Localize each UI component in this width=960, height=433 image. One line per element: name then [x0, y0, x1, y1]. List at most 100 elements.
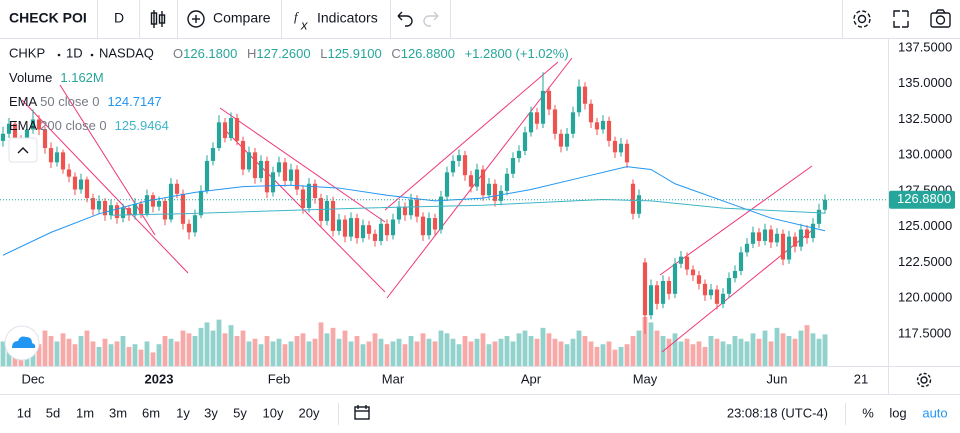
- candle-body: [42, 129, 48, 149]
- candle-body: [6, 123, 12, 134]
- volume-bar: [720, 341, 726, 366]
- volume-bar: [72, 344, 78, 366]
- range-button[interactable]: 6m: [142, 405, 160, 420]
- range-button[interactable]: 1d: [17, 405, 31, 420]
- volume-bar: [402, 344, 408, 366]
- low-value: 125.9100: [327, 46, 381, 61]
- trend-line[interactable]: [384, 61, 559, 211]
- top-toolbar: [0, 0, 960, 38]
- x-tick-label: Dec: [21, 371, 45, 386]
- candle-body: [816, 209, 822, 224]
- range-button[interactable]: 20y: [299, 405, 320, 420]
- candle-body: [588, 103, 594, 123]
- volume-bar: [726, 344, 732, 366]
- interval-button[interactable]: D: [114, 10, 124, 26]
- indicators-icon[interactable]: f: [294, 9, 300, 24]
- candle-body: [156, 200, 162, 207]
- volume-bar: [222, 333, 228, 366]
- volume-bar: [318, 322, 324, 366]
- axis-settings-icon[interactable]: [916, 372, 932, 388]
- auto-toggle[interactable]: auto: [922, 405, 947, 420]
- candle-body: [486, 183, 492, 196]
- volume-bar: [426, 338, 432, 366]
- candle-body: [138, 203, 144, 214]
- date-range-icon[interactable]: [354, 405, 370, 420]
- trend-line[interactable]: [661, 227, 816, 353]
- change-value: +1.2800 (+1.02%): [465, 46, 569, 61]
- range-button[interactable]: 1y: [176, 405, 190, 420]
- clock: 23:08:18 (UTC-4): [727, 405, 828, 420]
- ema-name: EMA: [9, 94, 38, 109]
- range-button[interactable]: 5d: [46, 405, 60, 420]
- candle-body: [474, 169, 480, 187]
- volume-bar: [510, 341, 516, 366]
- candle-body: [510, 158, 516, 174]
- y-tick-label: 130.0000: [898, 147, 952, 162]
- candle-body: [612, 140, 618, 153]
- last-price-label: 126.8800: [897, 191, 951, 206]
- log-toggle[interactable]: log: [889, 405, 906, 420]
- candle-body: [690, 269, 696, 276]
- candle-body: [84, 179, 90, 199]
- candle-body: [342, 219, 348, 237]
- logo[interactable]: [4, 325, 40, 361]
- volume-bar: [90, 341, 96, 366]
- candle-body: [150, 195, 156, 207]
- volume-bar: [684, 338, 690, 366]
- range-button[interactable]: 5y: [233, 405, 247, 420]
- candle-body: [390, 219, 396, 236]
- volume-bar: [516, 333, 522, 366]
- symbol-search[interactable]: CHECK POI: [9, 10, 87, 26]
- collapse-legend-button[interactable]: [8, 137, 38, 163]
- volume-bar: [534, 338, 540, 366]
- candle-body: [36, 119, 42, 130]
- volume-bar: [228, 325, 234, 366]
- compare-button[interactable]: Compare: [213, 10, 271, 26]
- range-button[interactable]: 10y: [263, 405, 284, 420]
- volume-bar: [522, 330, 528, 366]
- volume-bar: [558, 341, 564, 366]
- trend-line[interactable]: [224, 129, 386, 293]
- range-button[interactable]: 3y: [204, 405, 218, 420]
- volume-bar: [102, 338, 108, 366]
- compare-icon[interactable]: [187, 10, 205, 28]
- candle-body: [738, 252, 744, 271]
- candle-body: [294, 169, 300, 190]
- candle-body: [234, 118, 240, 141]
- indicators-button[interactable]: Indicators: [317, 10, 378, 26]
- fullscreen-icon[interactable]: [893, 10, 909, 28]
- candle-body: [246, 152, 252, 170]
- y-tick-label: 125.0000: [898, 218, 952, 233]
- settings-icon[interactable]: [853, 10, 871, 28]
- x-tick-label: Mar: [382, 371, 405, 386]
- trend-line[interactable]: [21, 99, 189, 274]
- candle-body: [516, 150, 522, 159]
- volume-bar: [564, 344, 570, 366]
- volume-bar: [300, 333, 306, 366]
- ema-line: [2, 166, 826, 256]
- redo-icon[interactable]: [423, 11, 439, 27]
- range-button[interactable]: 1m: [76, 405, 94, 420]
- undo-icon[interactable]: [397, 11, 413, 27]
- open-value: 126.1800: [183, 46, 237, 61]
- volume-bar: [264, 336, 270, 366]
- last-price-box: [889, 190, 955, 209]
- volume-bar: [114, 341, 120, 366]
- candle-body: [252, 152, 258, 179]
- volume-bar: [648, 322, 654, 366]
- candle-body: [714, 289, 720, 304]
- volume-bar: [594, 346, 600, 366]
- trend-line[interactable]: [219, 107, 386, 223]
- chart-style-icon[interactable]: [150, 10, 166, 28]
- range-button[interactable]: 3m: [109, 405, 127, 420]
- snapshot-icon[interactable]: [930, 9, 951, 28]
- volume-bar: [612, 349, 618, 366]
- volume-bar: [420, 333, 426, 366]
- x-tick-label: May: [633, 371, 658, 386]
- candle-body: [210, 148, 216, 161]
- volume-bar: [750, 333, 756, 366]
- candle-body: [444, 172, 450, 197]
- volume-bar: [48, 336, 54, 366]
- percent-toggle[interactable]: %: [862, 405, 874, 420]
